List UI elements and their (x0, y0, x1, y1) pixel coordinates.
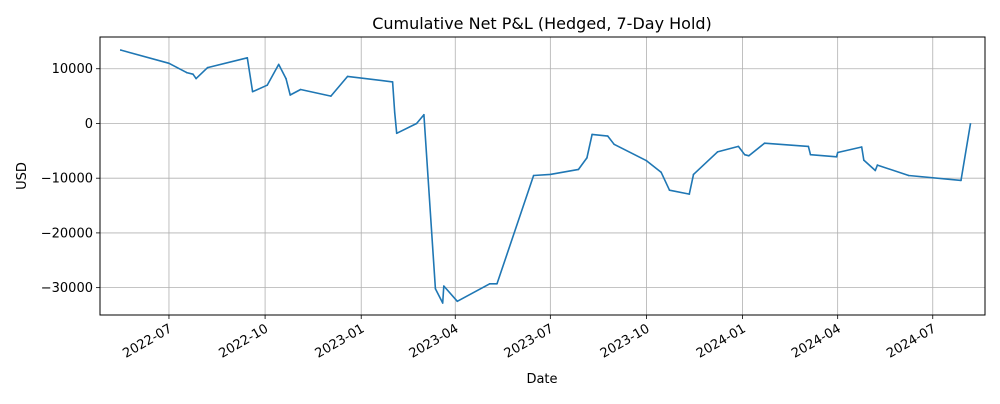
x-axis-label: Date (526, 372, 557, 387)
data-point (645, 159, 648, 162)
data-point (660, 171, 662, 173)
plot-frame (99, 36, 986, 316)
data-point (613, 143, 615, 146)
data-point (807, 145, 810, 148)
data-point (737, 145, 740, 148)
data-point (532, 174, 535, 177)
data-point (577, 168, 580, 171)
data-point (299, 88, 302, 91)
data-point (185, 71, 188, 74)
data-point (195, 77, 197, 80)
series-layer (119, 49, 972, 304)
chart-title: Cumulative Net P&L (Hedged, 7-Day Hold) (372, 14, 712, 33)
data-point (251, 90, 254, 93)
y-tick-label: 10000 (52, 62, 93, 77)
y-tick-label: 0 (85, 117, 93, 132)
data-point (586, 157, 588, 159)
y-axis-label: USD (15, 162, 30, 190)
data-point (192, 73, 194, 75)
data-point (346, 75, 349, 78)
data-point (549, 173, 552, 176)
data-point (434, 287, 437, 290)
y-tick-label: −20000 (41, 226, 93, 241)
data-point (246, 57, 249, 59)
data-point (836, 151, 839, 154)
data-point (969, 123, 972, 125)
data-point (266, 84, 269, 86)
data-point (763, 142, 766, 144)
data-point (393, 111, 396, 114)
data-point (423, 113, 425, 116)
data-point (415, 122, 418, 125)
data-point (443, 285, 445, 287)
data-point (591, 133, 593, 136)
data-point (289, 94, 292, 96)
y-axis: 10000 0 −10000 −20000 −30000 (41, 62, 100, 296)
data-point (391, 81, 394, 83)
data-point (716, 151, 719, 153)
data-point (960, 179, 962, 182)
data-point (456, 300, 459, 303)
y-tick-label: −10000 (41, 172, 93, 187)
data-point (395, 132, 398, 135)
data-point (668, 189, 671, 191)
data-point (863, 159, 865, 161)
data-point (285, 77, 287, 80)
data-point (488, 283, 491, 285)
series-line (119, 49, 972, 304)
y-tick-label: −30000 (41, 281, 93, 296)
data-point (748, 155, 750, 157)
data-point (809, 153, 812, 156)
data-point (206, 66, 209, 69)
data-point (835, 156, 838, 158)
data-point (277, 63, 280, 66)
data-point (692, 173, 695, 176)
data-point (496, 283, 498, 285)
data-point (607, 135, 609, 137)
data-point (860, 146, 863, 148)
data-point (876, 164, 879, 166)
data-point (168, 62, 170, 65)
data-point (688, 193, 691, 195)
data-point (743, 153, 746, 156)
grid (100, 37, 985, 315)
data-point (874, 169, 877, 172)
data-point (120, 49, 122, 51)
data-point (330, 95, 332, 97)
data-point (907, 174, 910, 177)
data-point (441, 302, 444, 304)
